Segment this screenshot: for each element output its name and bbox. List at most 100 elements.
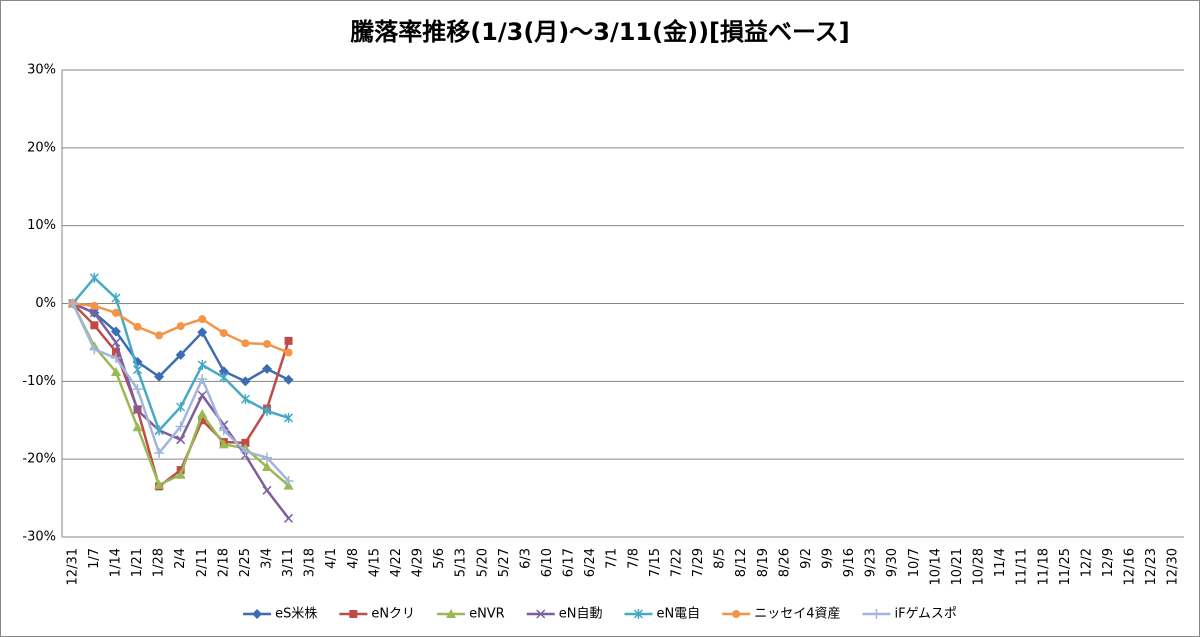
x-tick-label: 4/1: [324, 548, 339, 569]
y-tick-label: -30%: [22, 530, 56, 545]
x-tick-label: 2/4: [173, 548, 188, 569]
x-tick-label: 1/21: [130, 548, 145, 577]
marker: [240, 394, 250, 405]
marker: [175, 469, 186, 479]
marker: [240, 446, 251, 457]
y-tick-label: 20%: [27, 140, 56, 155]
x-tick-label: 11/4: [993, 548, 1008, 577]
x-tick-label: 6/17: [562, 548, 577, 577]
x-tick-label: 8/5: [713, 548, 728, 569]
marker: [284, 513, 294, 523]
x-tick-label: 11/18: [1036, 548, 1051, 585]
marker: [89, 344, 100, 355]
x-tick-label: 12/30: [1166, 548, 1181, 585]
marker: [110, 352, 121, 363]
marker: [262, 339, 271, 348]
marker: [175, 421, 186, 432]
marker: [176, 322, 185, 331]
x-tick-label: 12/23: [1144, 548, 1159, 585]
marker: [110, 366, 121, 376]
marker: [283, 374, 294, 385]
marker: [633, 609, 643, 619]
marker: [241, 339, 250, 348]
y-tick-label: -10%: [22, 374, 56, 389]
marker: [175, 349, 186, 360]
x-tick-label: 8/26: [777, 548, 792, 577]
marker: [67, 298, 78, 309]
x-tick-label: 3/11: [281, 548, 296, 577]
marker: [197, 373, 208, 384]
x-tick-label: 8/12: [734, 548, 749, 577]
x-tick-label: 11/25: [1058, 548, 1073, 585]
legend-label: iFゲムスポ: [894, 607, 956, 622]
marker: [349, 610, 358, 618]
marker: [218, 425, 229, 436]
marker: [261, 461, 272, 471]
x-tick-label: 5/6: [432, 548, 447, 569]
marker: [110, 326, 121, 337]
x-tick-label: 1/28: [152, 548, 167, 577]
x-tick-label: 12/16: [1123, 548, 1138, 585]
x-tick-label: 5/27: [497, 548, 512, 577]
chart-title: 騰落率推移(1/3(月)～3/11(金))[損益ベース]: [350, 18, 850, 46]
x-tick-label: 11/11: [1015, 548, 1030, 585]
x-tick-label: 6/10: [540, 548, 555, 577]
legend-label: eNクリ: [371, 607, 415, 622]
marker: [262, 485, 272, 495]
x-tick-label: 9/9: [820, 548, 835, 569]
x-tick-label: 1/7: [87, 548, 102, 569]
x-tick-label: 7/1: [605, 548, 620, 569]
marker: [198, 416, 207, 425]
x-tick-label: 3/18: [303, 548, 318, 577]
x-tick-label: 7/29: [691, 548, 706, 577]
marker: [218, 366, 229, 377]
x-tick-label: 10/28: [972, 548, 987, 585]
marker: [89, 272, 99, 283]
marker: [241, 438, 250, 447]
x-tick-label: 4/22: [389, 548, 404, 577]
marker: [261, 452, 272, 463]
x-tick-label: 12/2: [1079, 548, 1094, 577]
marker: [132, 364, 143, 375]
x-tick-label: 12/9: [1101, 548, 1116, 577]
legend-label: eN電自: [656, 607, 700, 622]
x-tick-label: 4/29: [411, 548, 426, 577]
marker: [198, 315, 207, 324]
marker: [111, 308, 120, 317]
marker: [219, 372, 229, 383]
marker: [154, 479, 165, 489]
x-tick-label: 7/22: [669, 548, 684, 577]
marker: [154, 447, 165, 458]
x-tick-label: 6/3: [518, 548, 533, 569]
x-tick-label: 10/21: [950, 548, 965, 585]
y-tick-label: -20%: [22, 452, 56, 467]
x-tick-label: 1/14: [108, 548, 123, 577]
marker: [732, 610, 741, 618]
marker: [111, 293, 121, 304]
x-tick-label: 2/18: [216, 548, 231, 577]
legend-label: ニッセイ4資産: [754, 606, 840, 622]
x-tick-label: 5/13: [454, 548, 469, 577]
x-tick-label: 4/15: [367, 548, 382, 577]
x-tick-label: 7/8: [626, 548, 641, 569]
marker: [132, 384, 143, 395]
x-tick-label: 12/31: [65, 548, 80, 585]
x-tick-label: 9/2: [799, 548, 814, 569]
marker: [111, 337, 121, 347]
y-tick-label: 0%: [35, 296, 56, 311]
marker: [871, 609, 882, 619]
marker: [197, 390, 207, 400]
x-tick-label: 2/11: [195, 548, 210, 577]
marker: [252, 609, 263, 619]
marker: [197, 409, 208, 419]
legend: eS米株 eNクリ eNVR eN自動 eN電自 ニッセイ4資産 iFゲムスポ: [243, 606, 957, 622]
x-tick-label: 6/24: [583, 548, 598, 577]
marker: [446, 609, 457, 618]
x-tick-label: 8/19: [756, 548, 771, 577]
marker: [154, 371, 165, 382]
legend-label: eS米株: [275, 607, 317, 622]
marker: [284, 412, 294, 423]
marker: [133, 322, 142, 331]
marker: [111, 347, 120, 356]
